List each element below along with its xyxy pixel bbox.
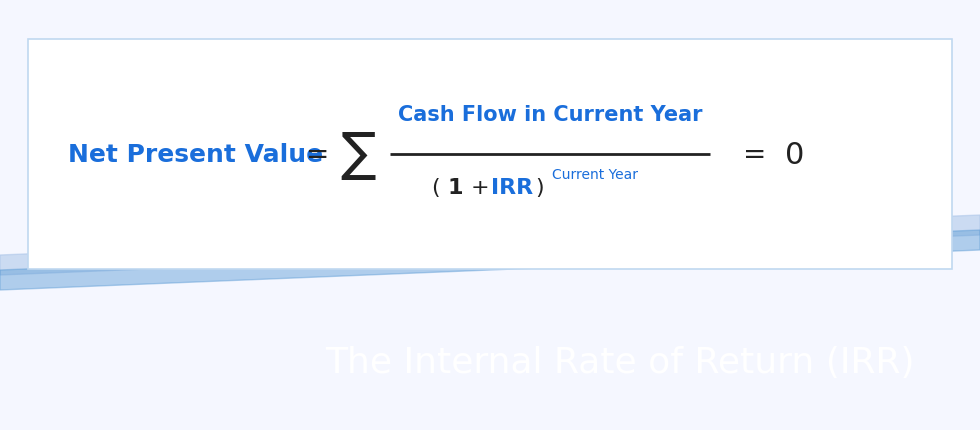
Text: Current Year: Current Year	[552, 168, 638, 181]
Text: IRR: IRR	[491, 178, 533, 197]
Text: Cash Flow in Current Year: Cash Flow in Current Year	[398, 105, 703, 125]
Polygon shape	[0, 0, 980, 275]
Text: 0: 0	[785, 140, 805, 169]
Polygon shape	[0, 230, 980, 290]
Text: 1: 1	[447, 178, 463, 197]
Text: +: +	[470, 178, 489, 197]
Text: Net Present Value: Net Present Value	[68, 143, 323, 166]
Text: The Internal Rate of Return (IRR): The Internal Rate of Return (IRR)	[325, 345, 914, 379]
Text: ): )	[536, 178, 544, 197]
Text: =: =	[307, 141, 329, 169]
FancyBboxPatch shape	[28, 40, 952, 269]
Polygon shape	[0, 215, 980, 275]
Text: (: (	[430, 178, 439, 197]
Text: ∑: ∑	[340, 129, 375, 181]
Text: =: =	[743, 141, 766, 169]
